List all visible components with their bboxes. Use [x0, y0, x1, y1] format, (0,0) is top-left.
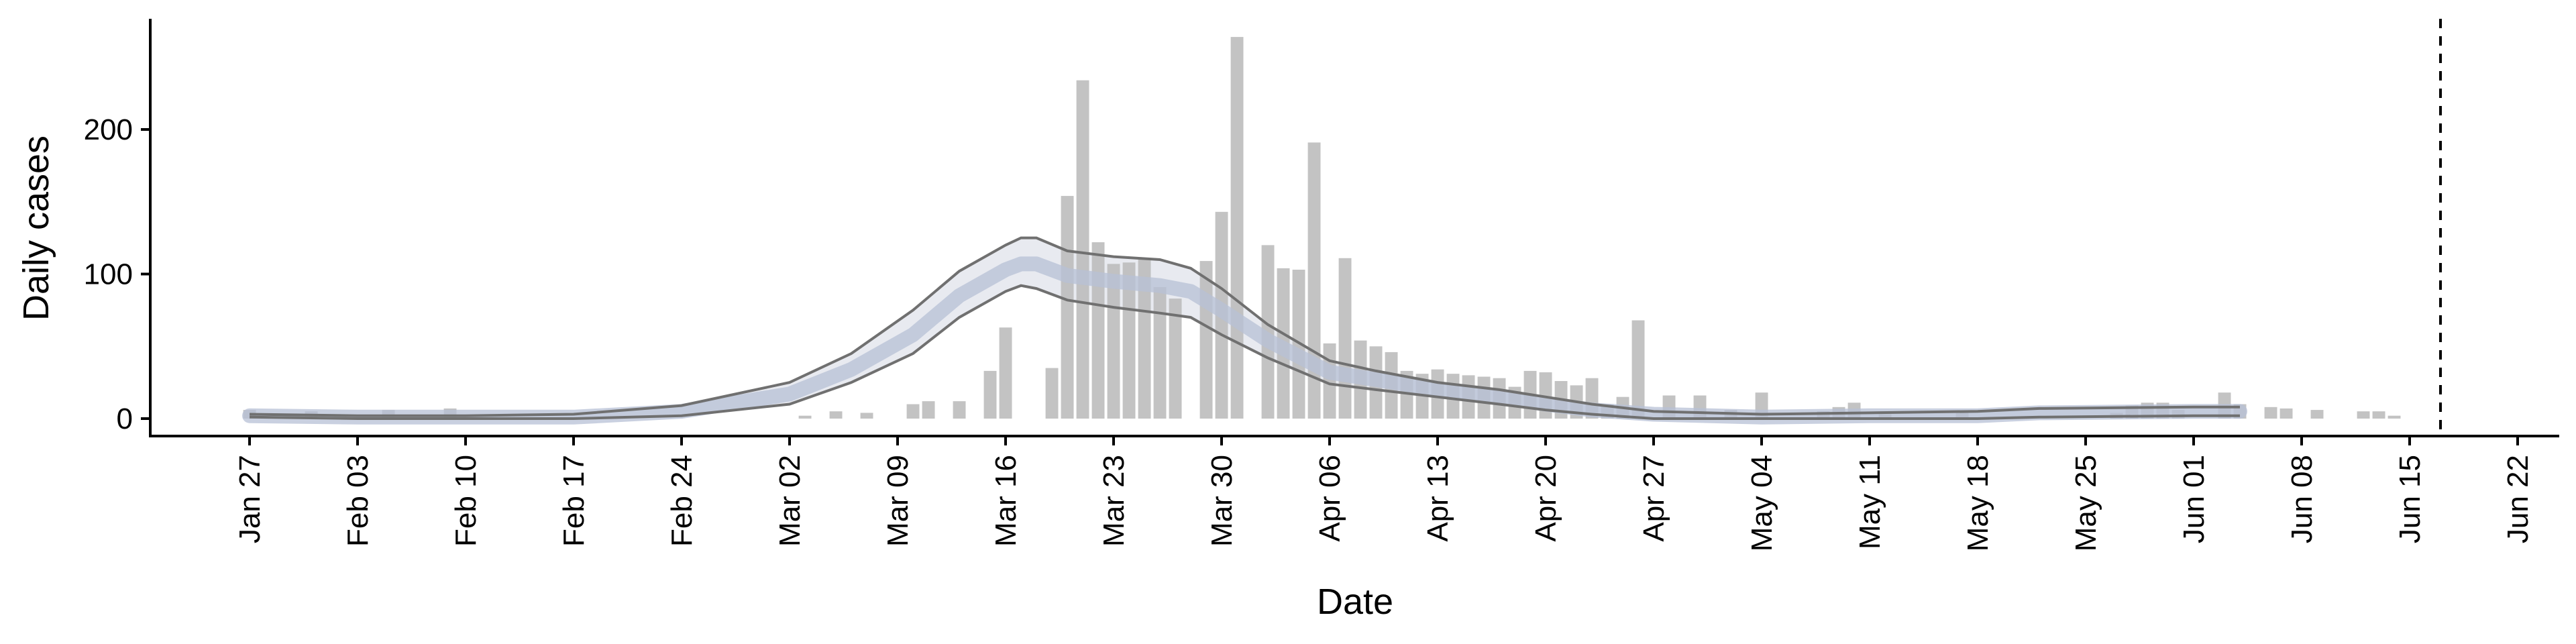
daily-case-bar [1138, 260, 1151, 419]
daily-case-bar [1153, 286, 1167, 419]
upper-interval-line [249, 236, 2240, 417]
axes-layer [149, 19, 2559, 437]
x-tick-label: Feb 17 [557, 455, 590, 547]
x-tick-label: May 11 [1854, 455, 1886, 549]
x-ticks-layer: Jan 27 Feb 03 Feb 10 Feb 17 Feb 24 Mar 02 Mar … [233, 436, 2534, 551]
x-tick-label: Mar 02 [773, 455, 806, 547]
daily-case-bar [906, 404, 920, 419]
daily-case-bar [1230, 37, 1244, 419]
x-tick-label: Mar 30 [1205, 455, 1238, 547]
daily-case-bar [1045, 368, 1059, 419]
x-tick-label: Jan 27 [233, 455, 266, 543]
daily-case-bar [922, 401, 935, 419]
daily-case-bar [1091, 242, 1105, 419]
y-tick-label: 200 [84, 113, 133, 146]
daily-case-bar [1169, 299, 1182, 419]
daily-case-bar [1631, 320, 1645, 419]
y-ticks-layer: 0 100 200 [84, 113, 150, 435]
daily-case-bar [2279, 408, 2293, 419]
x-tick-label: Jun 01 [2178, 455, 2210, 543]
x-tick-label: Apr 13 [1421, 455, 1454, 542]
x-tick-label: Apr 27 [1638, 455, 1670, 542]
y-tick-label: 0 [117, 402, 133, 435]
x-tick-label: Mar 23 [1097, 455, 1130, 547]
daily-case-bar [1122, 262, 1136, 419]
daily-case-bar [1338, 258, 1352, 419]
daily-case-bar [2264, 407, 2277, 419]
x-tick-label: Apr 20 [1529, 455, 1562, 542]
x-tick-label: May 25 [2070, 455, 2102, 551]
daily-case-bar [1076, 80, 1089, 419]
daily-case-bar [2372, 411, 2385, 419]
daily-case-bar [1061, 196, 1074, 419]
daily-case-bar [999, 327, 1012, 419]
y-axis-title: Daily cases [16, 136, 56, 321]
daily-case-bar [983, 370, 997, 419]
x-axis-title: Date [1317, 582, 1393, 622]
x-tick-label: Mar 16 [989, 455, 1022, 547]
daily-case-bar [2310, 410, 2324, 419]
daily-case-bar [2357, 411, 2370, 419]
daily-case-bar [2387, 415, 2401, 419]
daily-case-bar [798, 415, 812, 419]
x-tick-label: May 18 [1962, 455, 1994, 551]
lower-interval-line [249, 284, 2240, 420]
lines-layer [242, 19, 2442, 436]
x-tick-label: May 04 [1746, 455, 1778, 551]
x-tick-label: Jun 22 [2502, 455, 2534, 543]
daily-case-bar [1199, 261, 1213, 419]
daily-case-bar [829, 411, 843, 419]
x-tick-label: Feb 10 [449, 455, 482, 547]
x-tick-label: Jun 08 [2286, 455, 2318, 543]
x-tick-label: Mar 09 [881, 455, 914, 547]
daily-case-bar [1107, 264, 1120, 419]
x-tick-label: Jun 15 [2394, 455, 2426, 543]
x-tick-label: Feb 03 [341, 455, 374, 547]
x-tick-label: Feb 24 [665, 455, 698, 547]
y-tick-label: 100 [84, 258, 133, 291]
daily-case-bar [953, 401, 966, 419]
median-line [242, 256, 2247, 425]
daily-case-bar [860, 413, 873, 419]
x-tick-label: Apr 06 [1313, 455, 1346, 542]
